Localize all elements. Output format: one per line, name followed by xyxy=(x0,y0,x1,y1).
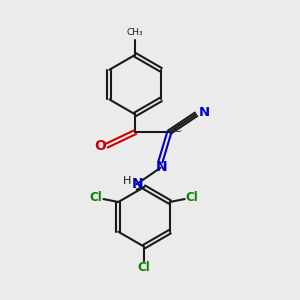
Text: Cl: Cl xyxy=(138,261,150,274)
Text: Cl: Cl xyxy=(186,191,199,204)
Text: N: N xyxy=(199,106,210,119)
Text: CH₃: CH₃ xyxy=(127,28,143,37)
Text: H: H xyxy=(123,176,131,186)
Text: N: N xyxy=(156,160,168,174)
Text: O: O xyxy=(94,139,106,152)
Text: N: N xyxy=(131,177,143,191)
Text: C: C xyxy=(174,124,182,134)
Text: Cl: Cl xyxy=(90,191,102,204)
